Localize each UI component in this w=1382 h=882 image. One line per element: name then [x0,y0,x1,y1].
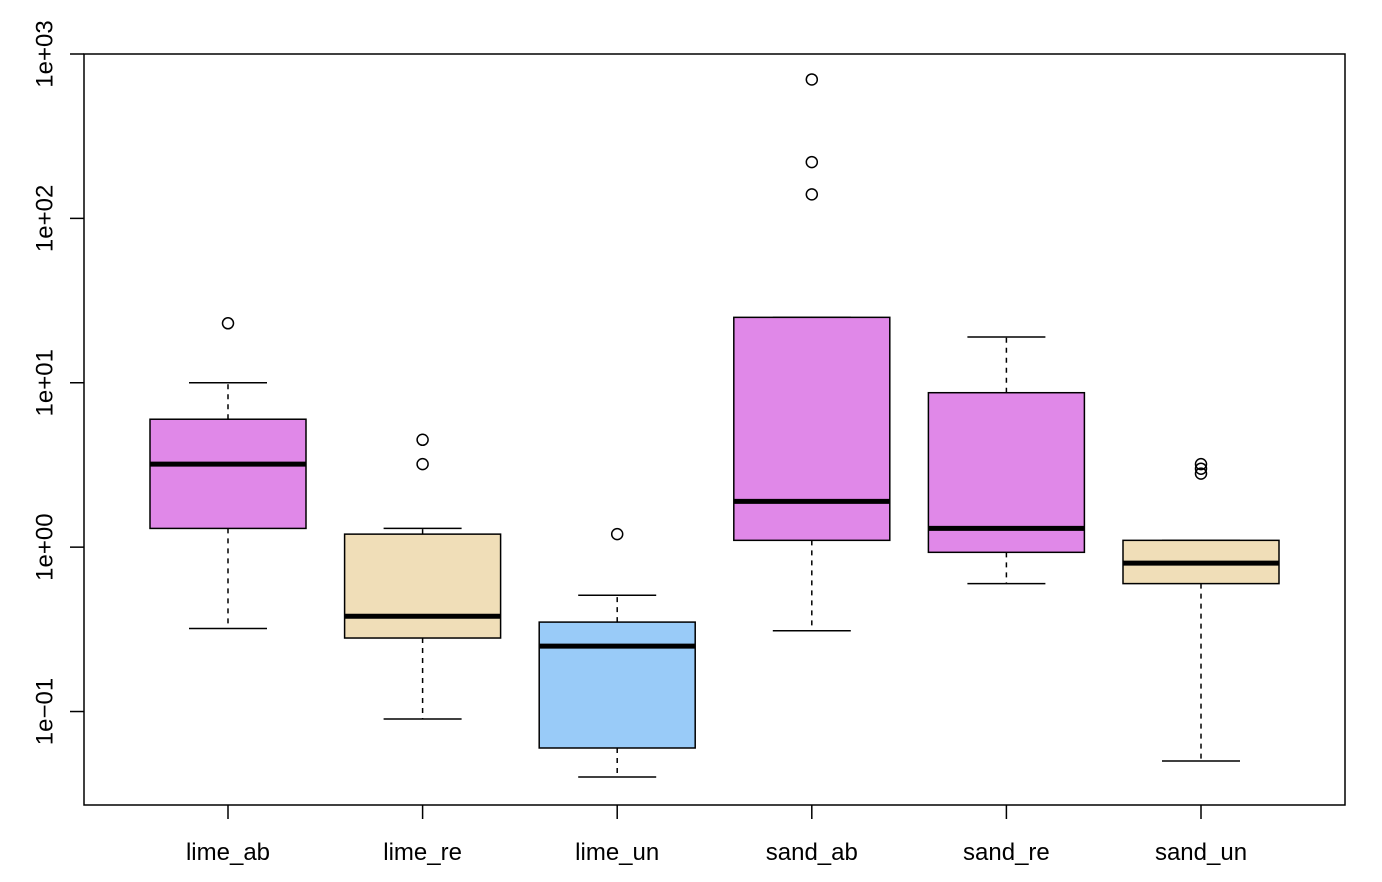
outlier-sand_ab-0 [805,188,819,201]
outlier-lime_un-0 [610,527,624,541]
outlier-lime_re-1 [416,433,429,447]
outlier-sand_ab-1 [805,155,819,169]
y-tick-label: 1e+02 [31,185,58,252]
outlier-sand_un-1 [1194,462,1208,475]
y-tick-label: 1e+03 [31,20,58,87]
box-lime_re [343,533,502,639]
outlier-lime_ab-0 [221,317,235,330]
x-tick-label-sand_un: sand_un [1155,839,1247,866]
y-tick-label: 1e+01 [31,349,58,416]
x-tick-label-lime_un: lime_un [575,839,659,866]
y-tick-label: 1e+00 [31,513,58,580]
box-lime_un [538,621,696,749]
x-tick-label-lime_re: lime_re [383,839,462,866]
outlier-sand_un-2 [1194,457,1208,471]
box-lime_ab [149,418,307,530]
x-tick-label-lime_ab: lime_ab [186,839,270,866]
y-tick-label: 1e−01 [31,678,58,745]
outlier-sand_ab-2 [805,73,819,86]
outlier-lime_re-0 [416,457,429,471]
x-tick-label-sand_ab: sand_ab [766,839,858,866]
x-tick-label-sand_re: sand_re [963,839,1050,866]
plot-frame [83,53,1346,806]
box-sand_ab [733,316,891,542]
box-sand_re [927,391,1086,554]
outlier-sand_un-0 [1194,467,1208,480]
